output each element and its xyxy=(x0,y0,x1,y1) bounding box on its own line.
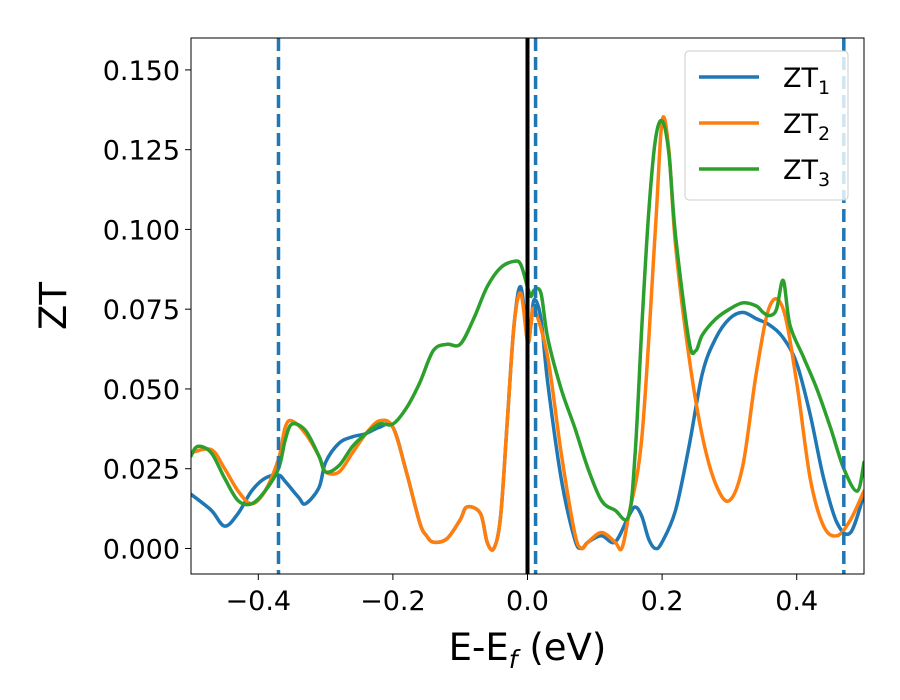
legend-label-1: ZT1 xyxy=(783,63,830,99)
x-tick-label: 0.0 xyxy=(506,586,549,617)
y-tick-label: 0.100 xyxy=(103,215,180,246)
x-axis-title-main: E-E xyxy=(449,626,509,669)
legend-items: ZT1 ZT2 ZT3 xyxy=(699,63,830,191)
y-tick-label: 0.150 xyxy=(103,56,180,87)
legend-box xyxy=(684,50,849,201)
x-axis-ticks: −0.4 −0.2 0.0 0.2 0.4 xyxy=(226,574,818,617)
legend: ZT1 ZT2 ZT3 xyxy=(684,50,849,201)
x-tick-label: −0.4 xyxy=(226,586,292,617)
y-tick-label: 0.125 xyxy=(103,136,180,167)
y-tick-label: 0.050 xyxy=(103,375,180,406)
y-axis-title: ZT xyxy=(32,282,75,330)
y-tick-label: 0.000 xyxy=(103,534,180,565)
y-tick-label: 0.025 xyxy=(103,455,180,486)
y-axis-ticks: 0.000 0.025 0.050 0.075 0.100 0.125 0.150 xyxy=(103,56,191,565)
x-tick-label: 0.2 xyxy=(641,586,684,617)
legend-label-3: ZT3 xyxy=(783,155,830,191)
x-axis-title-unit: (eV) xyxy=(518,626,607,669)
reference-lines xyxy=(276,38,846,574)
legend-label-2: ZT2 xyxy=(783,109,830,145)
series-line-3 xyxy=(191,118,864,522)
x-tick-label: 0.4 xyxy=(775,586,818,617)
x-tick-label: −0.2 xyxy=(360,586,426,617)
x-axis-title: E-Ef (eV) xyxy=(449,626,607,674)
y-tick-label: 0.075 xyxy=(103,295,180,326)
